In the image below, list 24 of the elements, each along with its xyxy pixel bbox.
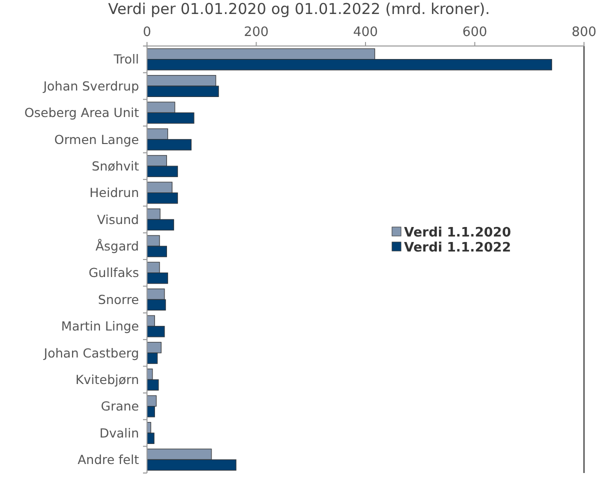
y-tick-label: Heidrun	[90, 185, 139, 200]
y-tick-label: Troll	[112, 52, 139, 67]
x-tick-label: 800	[572, 25, 596, 40]
chart-title: Verdi per 01.01.2020 og 01.01.2022 (mrd. kroner).	[108, 0, 490, 18]
y-tick-label: Åsgard	[95, 238, 139, 254]
y-tick-label: Martin Linge	[61, 318, 140, 334]
y-tick-label: Visund	[96, 212, 139, 227]
y-tick-label: Grane	[100, 398, 140, 414]
y-tick-label: Kvitebjørn	[75, 372, 139, 387]
y-tick-label: Johan Sverdrup	[42, 78, 140, 94]
y-tick-label: Dvalin	[99, 425, 139, 440]
y-tick-label: Snorre	[98, 292, 140, 307]
x-tick-label: 0	[142, 25, 152, 40]
y-tick-label: Gullfaks	[88, 265, 139, 280]
legend-label: Verdi 1.1.2020	[404, 226, 512, 241]
y-tick-label: Andre felt	[78, 452, 140, 468]
y-tick-label: Johan Castberg	[42, 345, 139, 360]
x-tick-label: 400	[353, 25, 378, 40]
x-tick-label: 600	[462, 25, 488, 40]
y-tick-label: Snøhvit	[92, 158, 140, 174]
y-tick-label: Ormen Lange	[54, 132, 140, 147]
y-tick-label: Oseberg Area Unit	[24, 105, 140, 120]
legend-label: Verdi 1.1.2022	[404, 240, 512, 256]
x-tick-label: 200	[244, 25, 269, 40]
